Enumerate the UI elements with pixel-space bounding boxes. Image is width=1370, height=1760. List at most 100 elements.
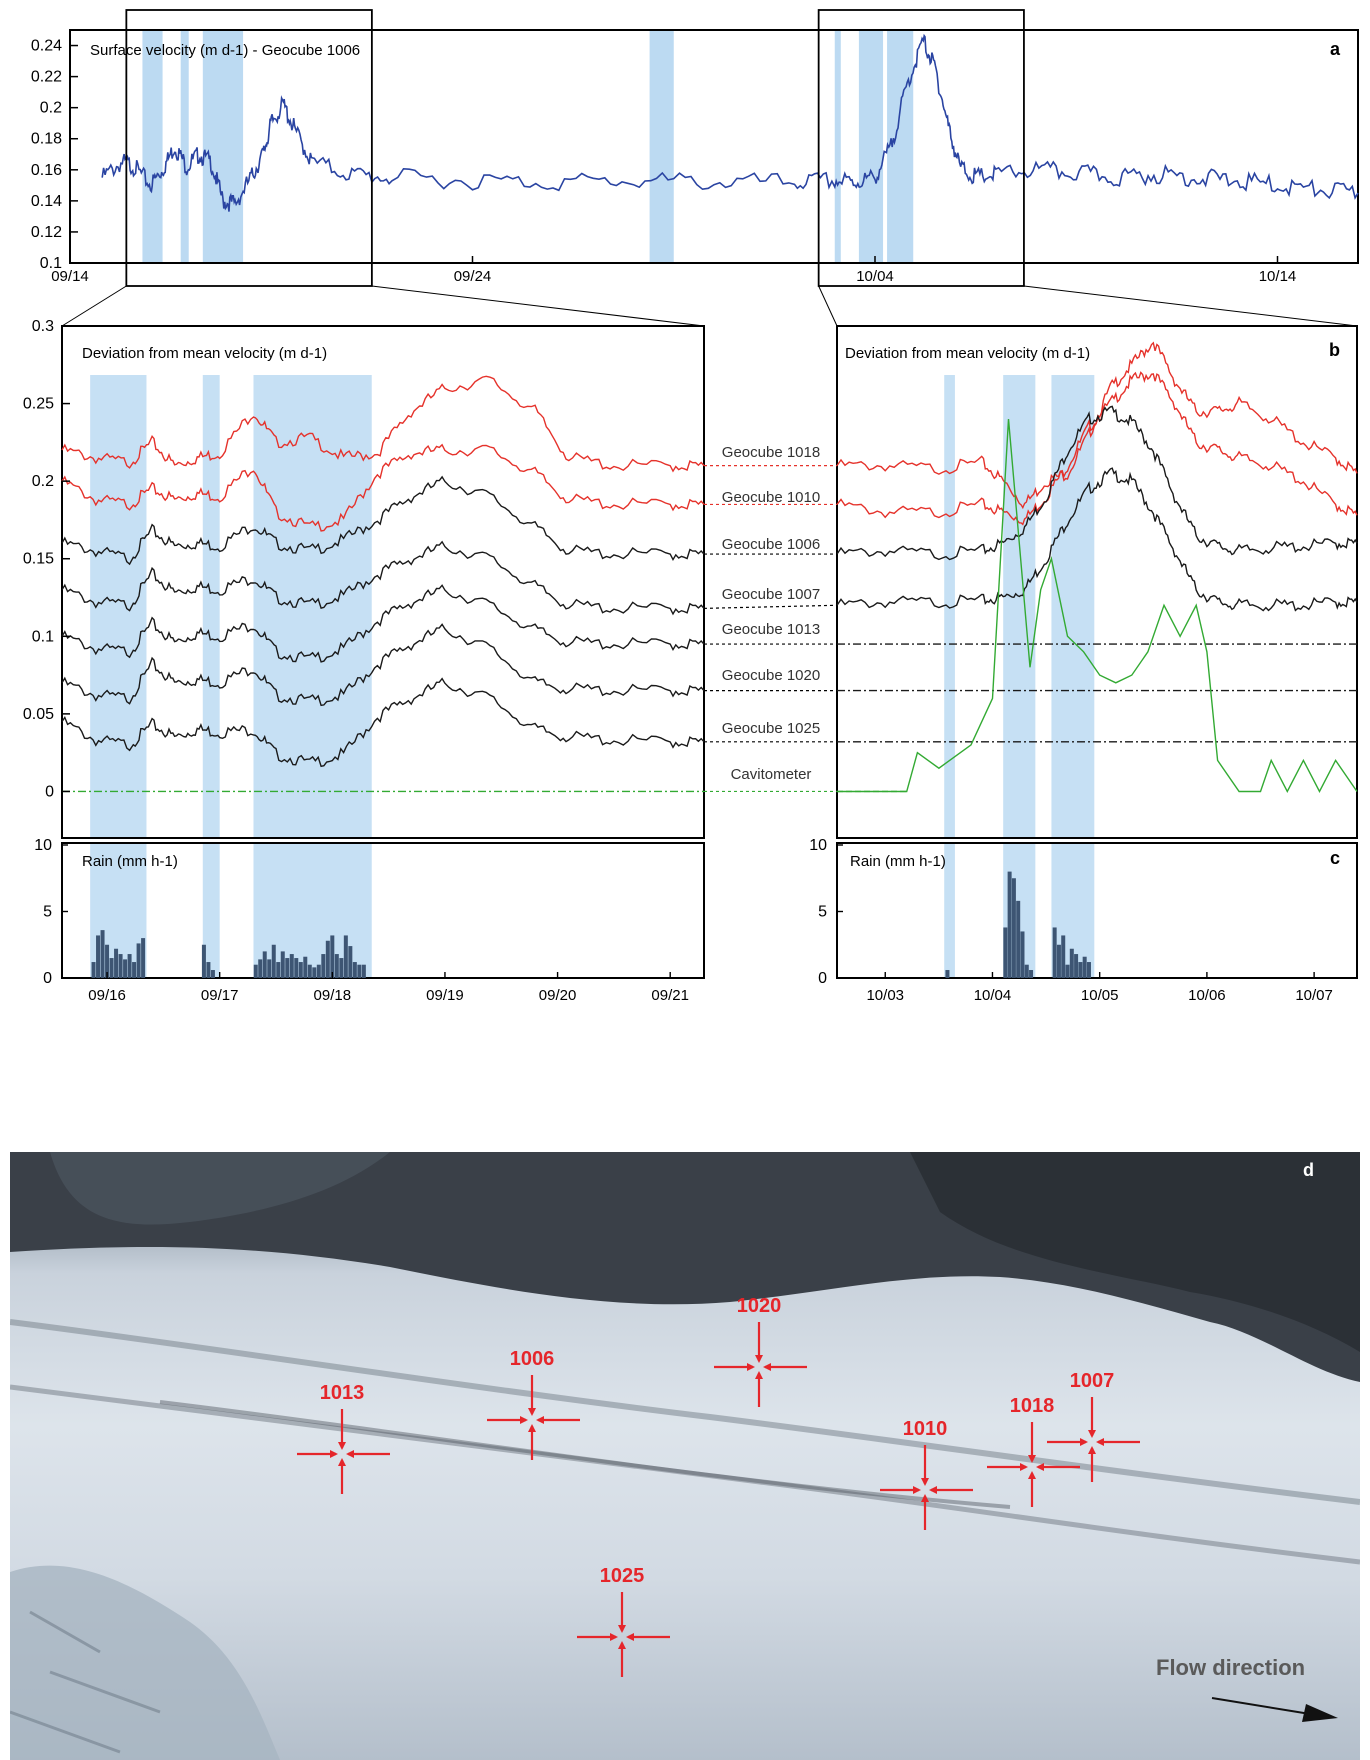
zoom-connector-right-1: [1023, 285, 1358, 327]
panel-a-title: Surface velocity (m d-1) - Geocube 1006: [90, 42, 360, 59]
panel-c-right-bar-2: [1007, 871, 1012, 978]
zoom-box-1: [817, 9, 1025, 287]
panel-a-ytick-label-0: 0.1: [40, 255, 62, 272]
panel-a-shade-0: [142, 31, 163, 262]
marker-1025-tip-right: [626, 1633, 634, 1641]
marker-1018-tip-left: [1020, 1463, 1028, 1471]
panel-c-left-bar-6: [118, 954, 123, 978]
marker-1010-tip-top: [921, 1478, 929, 1486]
panel-c-left-bar-21: [280, 951, 285, 978]
panel-c-left-bar-30: [321, 954, 326, 978]
panel-a-xtick-label-1: 09/24: [454, 268, 492, 285]
panel-c-right-bar-8: [1052, 927, 1057, 978]
panel-a-ytick-label-3: 0.16: [31, 162, 62, 179]
series-label-geocube-1025: Geocube 1025: [722, 720, 820, 737]
panel-c-left-xtick-label-0: 09/16: [88, 987, 126, 1000]
panel-c-left-bar-2: [100, 930, 105, 978]
panel-b-ytick-label-3: 0.15: [23, 551, 54, 568]
zoom-connector-left-0: [61, 285, 127, 327]
panel-a-ytick-label-5: 0.2: [40, 100, 62, 117]
panel-c-left-xtick-label-3: 09/19: [426, 987, 464, 1000]
panel-b-ytick-label-4: 0.2: [32, 473, 54, 490]
panel-b-left-line-geocube-1013: [61, 584, 705, 663]
panel-b-deviation: 0 0.05 0.1 0.15 0.2 0.25 0.3 Geocube 1018 Geocub…: [23, 318, 1358, 839]
marker-1013-tip-left: [330, 1450, 338, 1458]
panel-c-right-bar-16: [1086, 962, 1091, 978]
panel-c-right-title: Rain (mm h-1): [850, 853, 946, 870]
marker-1013-tip-bottom: [338, 1458, 346, 1466]
panel-c-left-bar-37: [352, 962, 357, 978]
panel-c-right-ytick-label-2: 10: [809, 837, 827, 854]
panel-c-left-bar-24: [294, 958, 299, 978]
panel-c-left-bar-13: [206, 962, 211, 978]
panel-b-left-line-geocube-1007: [61, 540, 705, 616]
panel-c-right-bar-0: [945, 970, 950, 978]
panel-b-letter: b: [1329, 340, 1340, 360]
series-connector-geocube-1007: [703, 604, 838, 609]
marker-1013-tip-top: [338, 1442, 346, 1450]
panel-b-right-line-geocube-1010: [836, 371, 1358, 526]
panel-a-ytick-label-4: 0.18: [31, 131, 62, 148]
panel-a-shade-2: [202, 31, 244, 262]
panel-c-right-bar-7: [1029, 970, 1034, 978]
series-label-geocube-1010: Geocube 1010: [722, 489, 820, 506]
panel-b-right-shade-1: [1003, 375, 1036, 837]
panel-c-left-bar-18: [267, 959, 272, 978]
panel-c-left-shade-1: [202, 844, 220, 977]
panel-c-left-bar-29: [316, 964, 321, 978]
velocity-figure: 0.1 0.12 0.14 0.16 0.18 0.2 0.22 0.24 09/14 09/2…: [23, 9, 1359, 1000]
panel-c-left-bar-28: [312, 967, 317, 978]
panel-c-left-xtick-label-5: 09/21: [651, 987, 689, 1000]
panel-a-ytick-label-6: 0.22: [31, 69, 62, 86]
panel-c-left-bar-20: [276, 962, 281, 978]
panel-c-left-bar-36: [348, 946, 353, 978]
panel-c-right-xtick-label-2: 10/05: [1081, 987, 1119, 1000]
panel-c-left-bar-23: [289, 954, 294, 978]
panel-c-left-bar-26: [303, 956, 308, 978]
marker-1013-tip-right: [346, 1450, 354, 1458]
marker-1007-tip-right: [1096, 1438, 1104, 1446]
marker-1006-tip-bottom: [528, 1424, 536, 1432]
panel-c-left-bar-25: [298, 962, 303, 978]
geocube-label-1010: 1010: [902, 1418, 948, 1440]
panel-c-right-bar-5: [1020, 931, 1025, 978]
geocube-label-1013: 1013: [319, 1382, 365, 1404]
panel-b-right-line-geocube-1006: [836, 405, 1358, 561]
panel-c-left-bar-3: [105, 944, 110, 978]
panel-d-letter: d: [1303, 1160, 1314, 1180]
panel-c-right-ytick-label-1: 5: [818, 904, 827, 921]
panel-c-left-bar-15: [253, 964, 258, 978]
panel-c-left-bar-16: [258, 959, 263, 978]
glacier-photo: d 1020 1006 1013 1007 1018 1010 1025 Flow dire…: [10, 1152, 1360, 1760]
panel-b-left-line-geocube-1006: [61, 475, 705, 566]
panel-a-ytick-label-7: 0.24: [31, 38, 62, 55]
panel-c-left-bar-34: [339, 958, 344, 978]
panel-c-left-bar-32: [330, 935, 335, 978]
flow-direction-label: Flow direction: [1156, 1655, 1306, 1680]
series-label-geocube-1006: Geocube 1006: [722, 536, 820, 553]
marker-1006-tip-left: [520, 1416, 528, 1424]
panel-c-left-bar-31: [325, 940, 330, 978]
zoom-box-0: [125, 9, 373, 287]
geocube-label-1006: 1006: [509, 1348, 555, 1370]
panel-c-left-bar-9: [132, 962, 137, 978]
panel-b-ytick-label-5: 0.25: [23, 396, 54, 413]
panel-c-right-xtick-label-4: 10/07: [1295, 987, 1333, 1000]
panel-c-left-ytick-label-2: 10: [34, 837, 52, 854]
panel-c-right-bar-11: [1065, 964, 1070, 978]
marker-1007-tip-left: [1080, 1438, 1088, 1446]
geocube-label-1025: 1025: [599, 1565, 645, 1587]
panel-c-left-bar-8: [127, 954, 132, 978]
panel-c-left-xtick-label-2: 09/18: [314, 987, 352, 1000]
panel-c-right-xtick-label-3: 10/06: [1188, 987, 1226, 1000]
marker-1020-tip-bottom: [755, 1371, 763, 1379]
panel-c-left-bar-22: [285, 958, 290, 978]
panel-c-right-bar-12: [1069, 948, 1074, 978]
panel-c-left-ytick-label-0: 0: [43, 970, 52, 987]
panel-a-xtick-label-2: 10/04: [856, 268, 894, 285]
marker-1020-tip-left: [747, 1363, 755, 1371]
series-label-geocube-1018: Geocube 1018: [722, 444, 820, 461]
panel-a-xtick-label-0: 09/14: [51, 268, 89, 285]
panel-c-left-bar-11: [141, 938, 146, 978]
panel-c-left-frame: [61, 842, 705, 979]
